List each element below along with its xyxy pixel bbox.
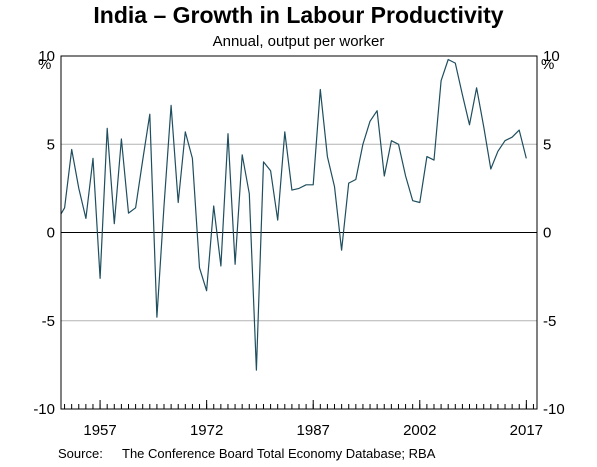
y-tick-label-right: 5 [543, 136, 551, 153]
x-tick-label: 2017 [510, 422, 543, 439]
y-tick-label-right: -5 [543, 313, 556, 330]
x-tick-label: 2002 [403, 422, 436, 439]
y-tick-label-left: 10 [38, 48, 55, 65]
source-note: Source: The Conference Board Total Econom… [58, 446, 435, 461]
x-tick-label: 1987 [297, 422, 330, 439]
y-tick-label-right: -10 [543, 401, 565, 418]
y-tick-label-left: -5 [42, 313, 55, 330]
source-label: Source: [58, 446, 103, 461]
y-tick-label-right: 0 [543, 225, 551, 242]
grid-layer [61, 143, 537, 322]
x-tick-label: 1972 [190, 422, 223, 439]
source-text: The Conference Board Total Economy Datab… [122, 446, 436, 461]
y-tick-label-left: -10 [33, 401, 55, 418]
y-tick-label-left: 5 [47, 136, 55, 153]
y-axis-unit-right: % [541, 56, 554, 73]
line-layer [61, 58, 527, 371]
x-tick-label: 1957 [83, 422, 116, 439]
y-tick-label-right: 10 [543, 48, 560, 65]
series-line [61, 58, 527, 371]
y-tick-label-left: 0 [47, 225, 55, 242]
label-layer: -10 -10 -5 -5 0 0 5 5 10 10 1957 1972 1987 2002 2017 [33, 48, 564, 439]
chart-subtitle: Annual, output per worker [212, 33, 385, 50]
y-axis-unit-left: % [38, 56, 51, 73]
chart-title: India – Growth in Labour Productivity [93, 2, 504, 28]
tick-layer [64, 400, 534, 409]
